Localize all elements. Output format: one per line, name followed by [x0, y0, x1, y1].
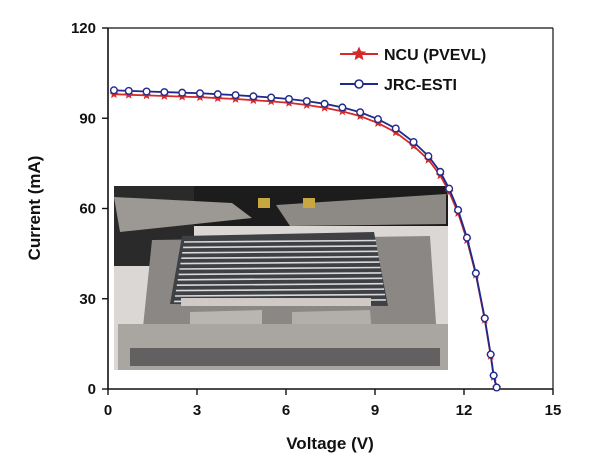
data-point [424, 152, 433, 161]
x-tick-label: 9 [371, 402, 379, 419]
data-point [445, 184, 454, 193]
y-axis-title: Current (mA) [25, 156, 44, 261]
panel-cell-line [179, 266, 381, 270]
inset-photo [114, 186, 448, 370]
panel-cell-line [175, 288, 385, 292]
y-tick-label: 120 [71, 20, 96, 37]
panel-cell-line [174, 293, 386, 297]
data-point [454, 206, 463, 215]
x-ticks: 0 3 6 9 12 15 [104, 389, 562, 419]
panel-cell-line [180, 261, 380, 265]
y-tick-label: 90 [79, 110, 96, 127]
data-point [320, 99, 329, 108]
data-point [492, 383, 501, 392]
series-layer [109, 86, 502, 392]
data-point [489, 371, 498, 380]
data-point [231, 91, 240, 100]
data-point [391, 124, 400, 133]
panel-cell-line [178, 272, 382, 276]
panel-cell-line [183, 239, 377, 243]
x-tick-label: 12 [456, 402, 473, 419]
legend-marker-jrc [354, 79, 364, 89]
data-point [338, 103, 347, 112]
panel-cell-line [183, 245, 377, 249]
data-point [178, 88, 187, 97]
x-tick-label: 15 [545, 402, 562, 419]
data-point [471, 269, 480, 278]
legend: NCU (PVEVL) JRC-ESTI [340, 46, 486, 94]
legend-label-ncu: NCU (PVEVL) [384, 47, 486, 64]
y-tick-label: 0 [88, 381, 96, 398]
data-point [124, 86, 133, 95]
data-point [373, 115, 382, 124]
data-point [409, 138, 418, 147]
panel-cell-line [176, 282, 384, 286]
data-point [109, 86, 118, 95]
data-point [436, 167, 445, 176]
data-point [195, 89, 204, 98]
data-point [480, 314, 489, 323]
panel-cell-line [182, 250, 378, 254]
data-point [142, 87, 151, 96]
x-tick-label: 0 [104, 402, 112, 419]
data-point [160, 88, 169, 97]
data-point [462, 233, 471, 242]
panel-cell-line [181, 255, 379, 259]
y-tick-label: 30 [79, 291, 96, 308]
panel-cell-line [177, 277, 383, 281]
data-point [486, 350, 495, 359]
legend-label-jrc: JRC-ESTI [384, 77, 457, 94]
series-line-1 [113, 89, 498, 388]
data-point [284, 94, 293, 103]
data-point [249, 92, 258, 101]
y-ticks: 0 30 60 90 120 [71, 20, 108, 398]
legend-marker-ncu [351, 46, 367, 61]
data-point [302, 97, 311, 106]
x-axis-title: Voltage (V) [286, 434, 374, 453]
y-tick-label: 60 [79, 201, 96, 218]
data-point [356, 108, 365, 117]
x-tick-label: 3 [193, 402, 201, 419]
data-point [267, 93, 276, 102]
data-point [213, 90, 222, 99]
x-tick-label: 6 [282, 402, 290, 419]
